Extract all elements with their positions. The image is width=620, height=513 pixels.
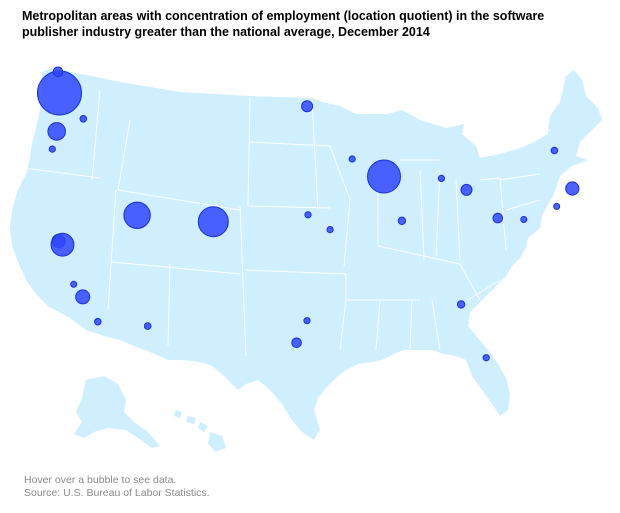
footer: Hover over a bubble to see data. Source:… — [24, 474, 210, 500]
bubble-burlington[interactable] — [550, 146, 559, 155]
bubble-harrisburg[interactable] — [520, 216, 528, 223]
bubble-layer — [37, 66, 580, 362]
bubble-fargo[interactable] — [301, 100, 314, 113]
bubble-kennewick[interactable] — [79, 115, 88, 123]
bubble-atlanta[interactable] — [456, 300, 466, 309]
bubble-portland[interactable] — [47, 122, 67, 141]
bubble-salt-lake-city[interactable] — [123, 201, 151, 230]
bubble-san-jose[interactable] — [50, 232, 75, 257]
bubble-oxnard[interactable] — [75, 289, 91, 305]
bubble-santa-maria[interactable] — [70, 280, 78, 288]
bubble-pittsburgh[interactable] — [492, 212, 504, 224]
bubble-tucson[interactable] — [143, 322, 152, 330]
bubble-corvallis[interactable] — [48, 145, 56, 153]
bubble-grand-rapids[interactable] — [437, 174, 445, 182]
bubble-lincoln[interactable] — [304, 211, 312, 219]
bubble-champaign[interactable] — [397, 216, 407, 226]
alaska — [74, 376, 160, 448]
bubble-madison[interactable] — [367, 159, 401, 194]
hover-hint: Hover over a bubble to see data. — [24, 474, 177, 486]
bubble-bellingham[interactable] — [52, 66, 64, 78]
bubble-kansas-city[interactable] — [326, 226, 334, 234]
bubble-austin[interactable] — [291, 337, 302, 349]
bubble-dallas[interactable] — [303, 317, 311, 325]
bubble-boulder[interactable] — [197, 206, 229, 238]
bubble-ann-arbor[interactable] — [460, 183, 473, 196]
land-layer — [10, 68, 602, 452]
bubble-new-haven[interactable] — [553, 202, 561, 210]
bubble-rochester-mn[interactable] — [348, 155, 356, 163]
map-title: Metropolitan areas with concentration of… — [22, 9, 545, 39]
bubble-orlando[interactable] — [482, 354, 490, 362]
hawaii — [174, 410, 226, 452]
bubble-san-diego[interactable] — [94, 317, 102, 326]
source-note: Source: U.S. Bureau of Labor Statistics. — [24, 487, 210, 499]
bubble-boston[interactable] — [565, 181, 580, 196]
state-borders — [23, 89, 541, 357]
bubble-seattle[interactable] — [37, 70, 82, 116]
us-mainland — [10, 68, 602, 440]
us-map — [10, 66, 602, 452]
